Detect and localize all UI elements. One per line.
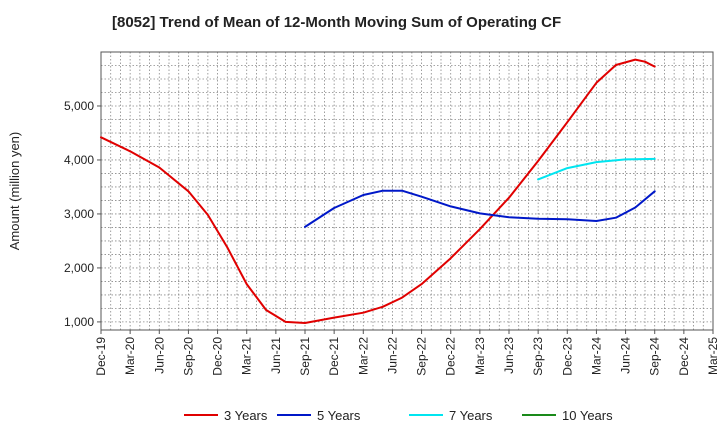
legend-label: 7 Years bbox=[449, 408, 493, 423]
x-tick-label: Sep-20 bbox=[181, 337, 195, 376]
y-tick-label: 2,000 bbox=[64, 261, 94, 275]
chart-title: [8052] Trend of Mean of 12-Month Moving … bbox=[112, 14, 562, 31]
y-tick-label: 5,000 bbox=[64, 99, 94, 113]
x-tick-label: Sep-23 bbox=[531, 337, 545, 376]
series-lines bbox=[100, 58, 656, 324]
legend-label: 10 Years bbox=[562, 408, 613, 423]
x-tick-label: Dec-19 bbox=[94, 337, 108, 376]
x-tick-label: Dec-20 bbox=[211, 337, 225, 376]
legend-label: 5 Years bbox=[317, 408, 361, 423]
x-tick-label: Mar-21 bbox=[240, 337, 254, 375]
x-tick-label: Mar-25 bbox=[706, 337, 720, 375]
x-tick-label: Mar-24 bbox=[589, 337, 603, 375]
x-tick-label: Jun-24 bbox=[619, 337, 633, 374]
x-tick-label: Dec-22 bbox=[444, 337, 458, 376]
x-tick-label: Mar-22 bbox=[356, 337, 370, 375]
plot-frame bbox=[100, 51, 714, 331]
legend: 3 Years 5 Years 7 Years 10 Years bbox=[184, 408, 613, 423]
x-axis: Dec-19 Mar-20 Jun-20 Sep-20 Dec-20 Mar-21 Jun-… bbox=[94, 330, 720, 376]
series-line-3-years bbox=[100, 58, 656, 324]
y-tick-label: 4,000 bbox=[64, 153, 94, 167]
y-axis-title: Amount (million yen) bbox=[7, 132, 22, 251]
x-tick-label: Sep-21 bbox=[298, 337, 312, 376]
series-line-7-years bbox=[537, 157, 656, 181]
x-tick-label: Jun-22 bbox=[385, 337, 399, 374]
series-line-5-years bbox=[304, 189, 656, 228]
x-tick-label: Jun-23 bbox=[502, 337, 516, 374]
x-tick-label: Dec-21 bbox=[327, 337, 341, 376]
x-tick-label: Jun-20 bbox=[152, 337, 166, 374]
x-tick-label: Mar-23 bbox=[473, 337, 487, 375]
x-tick-label: Jun-21 bbox=[269, 337, 283, 374]
x-tick-label: Dec-24 bbox=[677, 337, 691, 376]
x-tick-label: Mar-20 bbox=[123, 337, 137, 375]
y-tick-label: 3,000 bbox=[64, 207, 94, 221]
x-tick-label: Sep-22 bbox=[415, 337, 429, 376]
y-axis: 1,000 2,000 3,000 4,000 5,000 bbox=[64, 99, 101, 329]
x-tick-label: Sep-24 bbox=[648, 337, 662, 376]
grid bbox=[101, 52, 713, 330]
x-tick-label: Dec-23 bbox=[560, 337, 574, 376]
y-tick-label: 1,000 bbox=[64, 315, 94, 329]
legend-label: 3 Years bbox=[224, 408, 268, 423]
